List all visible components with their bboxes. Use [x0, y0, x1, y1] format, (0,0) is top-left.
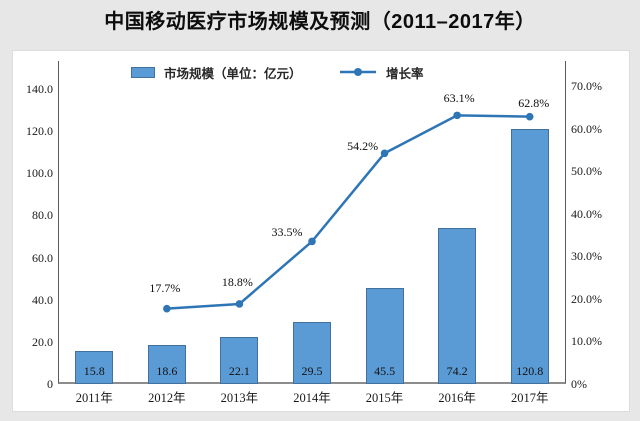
right-axis-tick-label: 60.0%	[571, 121, 602, 136]
x-axis-label: 2017年	[510, 391, 549, 405]
bar-2015年	[365, 288, 404, 384]
bar-2016年	[438, 227, 477, 384]
bar-2011年	[75, 350, 114, 384]
bar-value-label: 29.5	[301, 364, 323, 378]
bar-2012年	[147, 344, 186, 384]
x-axis-label: 2012年	[148, 391, 186, 405]
y-axis-tick-label: 80.0	[32, 208, 53, 223]
legend-bar-label: 市场规模（单位：亿元）	[164, 66, 302, 81]
line-marker	[163, 304, 171, 313]
right-axis-tick-label: 0%	[571, 377, 587, 391]
y-axis-tick-label: 120.0	[26, 124, 53, 139]
x-axis-label: 2011年	[75, 391, 113, 405]
right-axis-tick-label: 40.0%	[571, 206, 602, 221]
line-marker	[380, 149, 389, 158]
line-marker	[235, 300, 244, 308]
chart-panel: 市场规模（单位：亿元） 增长率 140.0 120.0 100.0 80.0 60.0 4…	[12, 50, 630, 412]
line-value-label: 33.5%	[271, 225, 303, 240]
y-axis-tick-label: 140.0	[26, 82, 53, 96]
y-axis-tick-label: 20.0	[32, 334, 53, 349]
y-axis-tick-label: 0	[47, 377, 53, 391]
line-value-label: 18.8%	[221, 274, 253, 289]
chart-title: 中国移动医疗市场规模及预测（2011–2017年）	[104, 11, 536, 33]
bar-value-label: 15.8	[83, 364, 105, 378]
bar-value-label: 22.1	[228, 364, 250, 378]
bar-2014年	[293, 321, 331, 384]
bar-value-label: 120.8	[516, 364, 544, 378]
bar-value-label: 74.2	[446, 364, 468, 378]
y-axis-tick-label: 40.0	[32, 292, 53, 307]
line-value-label: 17.7%	[149, 280, 181, 295]
right-axis-tick-label: 30.0%	[571, 249, 602, 264]
x-axis-label: 2013年	[220, 391, 259, 405]
bar-value-label: 45.5	[374, 364, 396, 378]
line-value-label: 54.2%	[347, 139, 379, 154]
line-marker	[453, 111, 461, 120]
right-axis-tick-label: 20.0%	[571, 291, 602, 306]
legend-item-market-size: 市场规模（单位：亿元）	[131, 64, 302, 81]
legend-line-marker-icon	[340, 68, 376, 76]
bar-2017年	[510, 129, 549, 384]
right-axis-tick-label: 50.0%	[571, 164, 602, 179]
line-value-label: 62.8%	[518, 95, 550, 110]
legend-line-label: 增长率	[386, 66, 424, 81]
right-axis-tick-label: 70.0%	[571, 79, 602, 93]
legend-item-growth-rate: 增长率	[339, 64, 424, 81]
x-axis-label: 2014年	[293, 391, 331, 405]
x-axis-label: 2016年	[438, 391, 476, 405]
line-marker	[525, 112, 534, 121]
bar-value-label: 18.6	[156, 364, 178, 378]
line-value-label: 63.1%	[443, 91, 475, 106]
right-axis-tick-label: 10.0%	[571, 334, 602, 349]
line-marker	[308, 237, 316, 246]
growth-rate-line	[163, 111, 534, 313]
y-axis-tick-label: 100.0	[26, 166, 53, 181]
y-axis-tick-label: 60.0	[32, 250, 53, 265]
x-axis-label: 2015年	[365, 391, 404, 405]
legend-bar-swatch-icon	[131, 66, 155, 78]
bar-2013年	[220, 337, 259, 384]
